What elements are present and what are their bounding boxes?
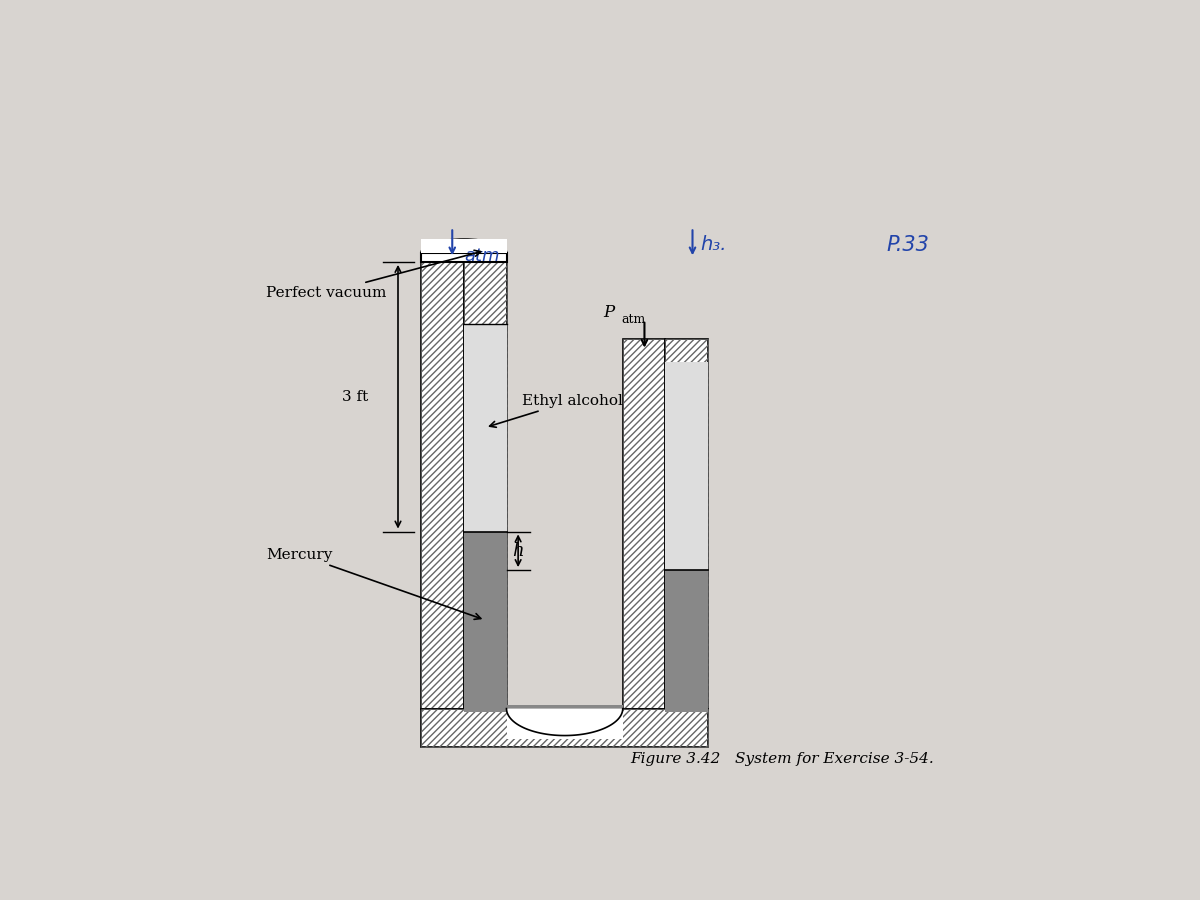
Text: atm: atm <box>622 313 646 327</box>
Bar <box>421 253 506 262</box>
Text: Ethyl alcohol: Ethyl alcohol <box>490 393 623 428</box>
Text: 3 ft: 3 ft <box>342 390 368 404</box>
Bar <box>421 708 708 747</box>
Text: h₃.: h₃. <box>701 235 727 254</box>
Bar <box>665 362 708 570</box>
Bar <box>464 324 506 532</box>
Bar <box>421 262 464 708</box>
Text: Perfect vacuum: Perfect vacuum <box>266 250 481 300</box>
Bar <box>464 262 506 708</box>
Bar <box>665 570 708 713</box>
Text: P: P <box>604 303 614 320</box>
Text: atm: atm <box>464 247 499 265</box>
Text: P.33: P.33 <box>887 235 929 255</box>
Bar <box>421 239 506 253</box>
Bar <box>623 339 665 708</box>
Bar <box>464 532 506 713</box>
Text: Figure 3.42   System for Exercise 3-54.: Figure 3.42 System for Exercise 3-54. <box>630 752 935 766</box>
Text: h: h <box>512 542 524 560</box>
Bar <box>464 262 506 708</box>
Bar <box>623 339 665 708</box>
Bar <box>421 708 708 747</box>
Bar <box>665 339 708 708</box>
Bar <box>665 339 708 708</box>
Bar <box>506 708 623 740</box>
Bar <box>421 262 464 708</box>
Bar <box>506 705 623 713</box>
Text: Mercury: Mercury <box>266 547 481 619</box>
